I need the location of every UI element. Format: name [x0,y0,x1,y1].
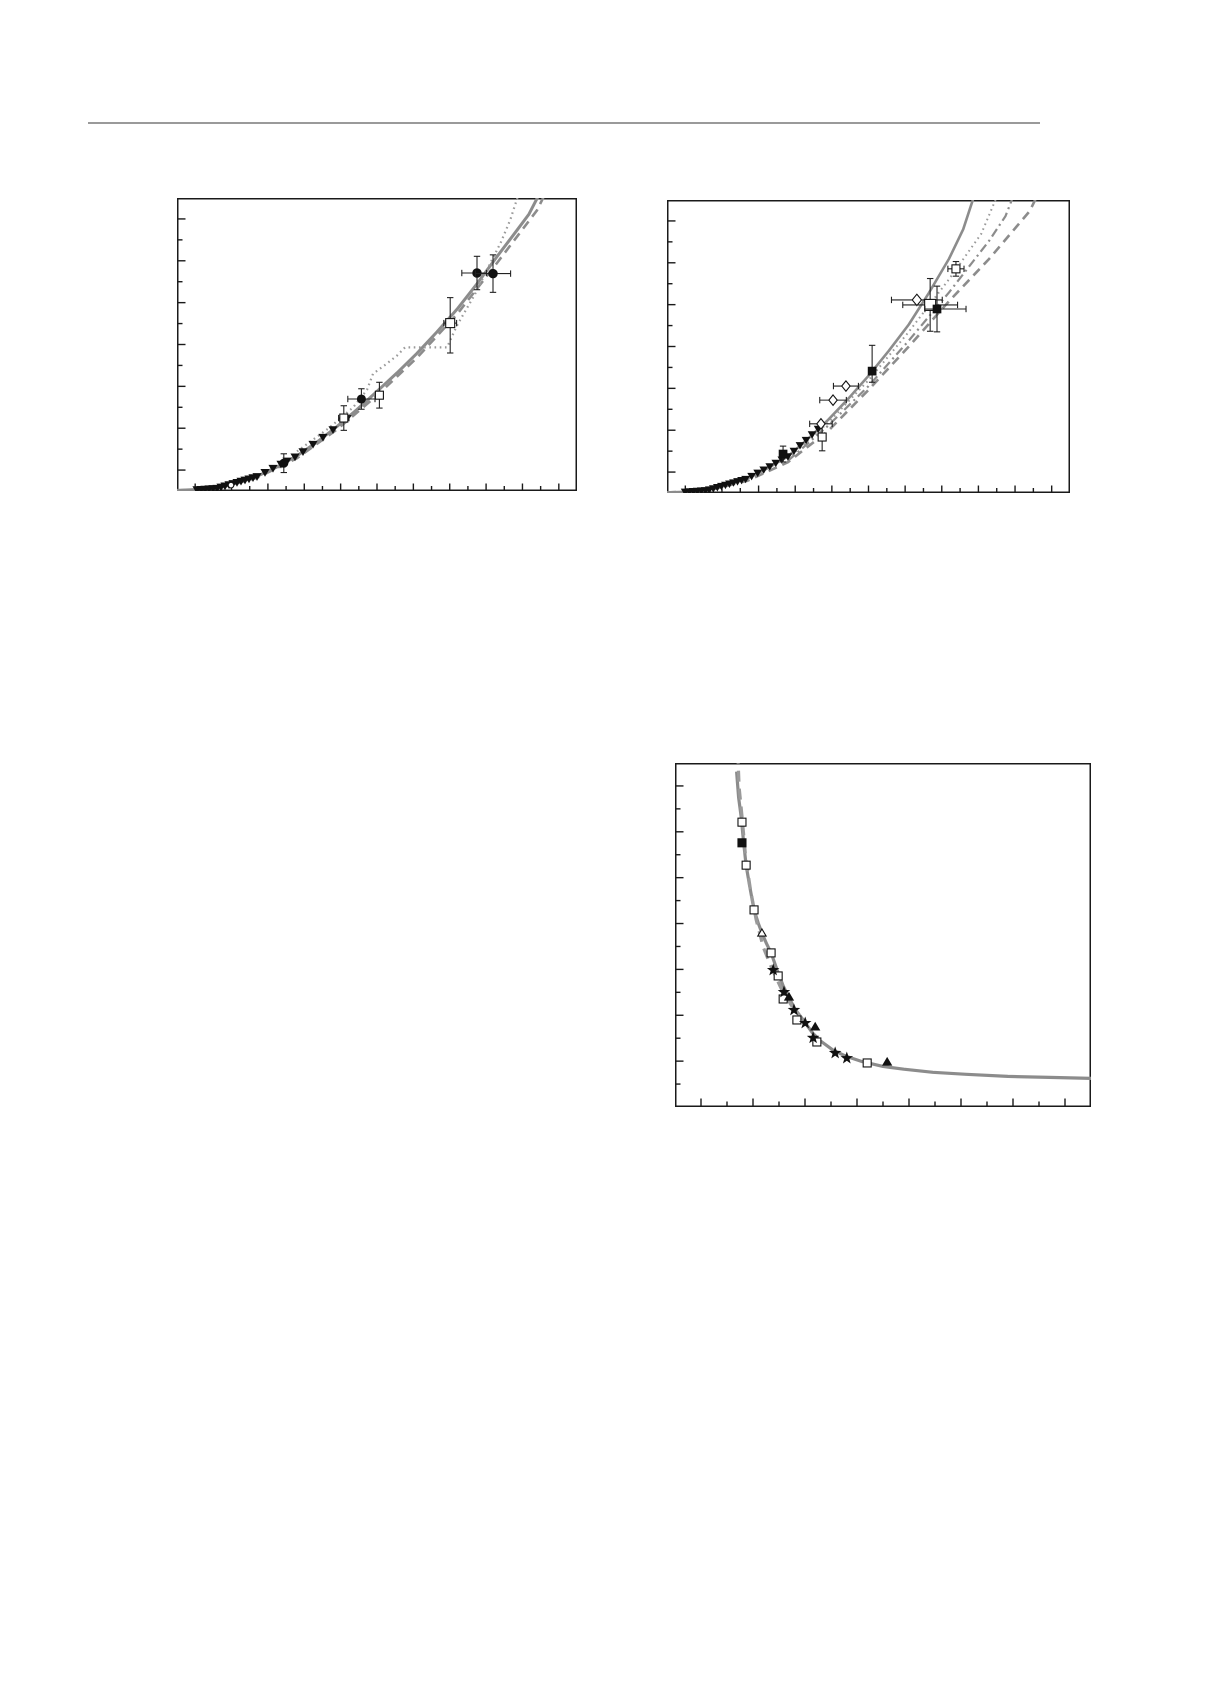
chart-top-left [177,198,577,491]
chart-bottom-right [675,763,1091,1107]
header-rule [88,122,1040,124]
chart-top-right [667,200,1070,493]
